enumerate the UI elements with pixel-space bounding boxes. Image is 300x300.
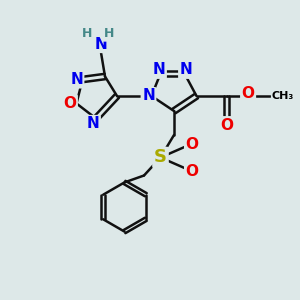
Text: CH₃: CH₃	[272, 91, 294, 101]
Text: N: N	[87, 116, 99, 131]
Text: O: O	[63, 96, 76, 111]
Text: O: O	[185, 136, 199, 152]
Text: N: N	[180, 62, 192, 77]
Text: O: O	[220, 118, 233, 133]
Text: S: S	[154, 148, 167, 166]
Text: N: N	[70, 72, 83, 87]
Text: N: N	[142, 88, 155, 104]
Text: N: N	[94, 37, 107, 52]
Text: O: O	[242, 86, 255, 101]
Text: H: H	[82, 27, 92, 40]
Text: O: O	[185, 164, 199, 179]
Text: H: H	[104, 27, 114, 40]
Text: N: N	[153, 62, 165, 77]
